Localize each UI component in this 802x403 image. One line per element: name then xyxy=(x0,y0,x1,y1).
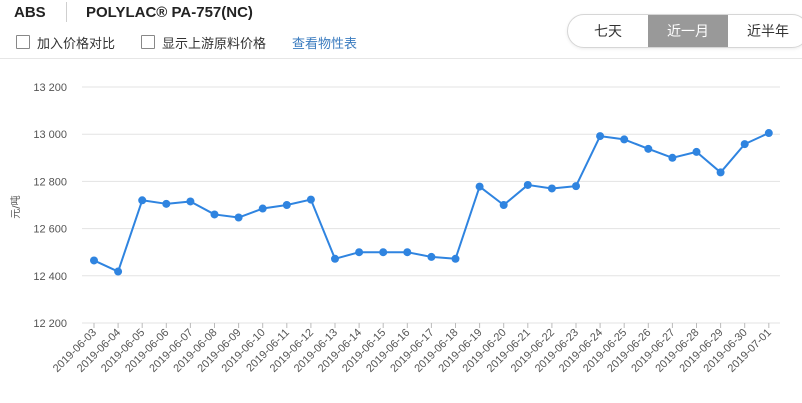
data-point[interactable] xyxy=(692,147,701,156)
data-point[interactable] xyxy=(162,199,171,208)
data-point[interactable] xyxy=(258,204,267,213)
y-tick-label: 12 400 xyxy=(33,271,67,283)
y-tick-label: 13 200 xyxy=(33,82,67,94)
title-divider xyxy=(66,2,67,22)
data-point[interactable] xyxy=(186,197,195,206)
view-properties-link[interactable]: 查看物性表 xyxy=(292,35,358,51)
option-row: 加入价格对比 显示上游原料价格 查看物性表 xyxy=(16,33,357,51)
data-point[interactable] xyxy=(475,182,484,191)
category-label: ABS xyxy=(14,4,46,21)
y-tick-label: 13 000 xyxy=(33,129,67,141)
price-compare-label: 加入价格对比 xyxy=(37,35,116,51)
upstream-price-label: 显示上游原料价格 xyxy=(162,35,267,51)
data-point[interactable] xyxy=(114,267,123,276)
data-point[interactable] xyxy=(644,144,653,153)
y-tick-label: 12 600 xyxy=(33,224,67,236)
price-compare-checkbox[interactable] xyxy=(16,35,30,49)
data-point[interactable] xyxy=(451,254,460,263)
data-point[interactable] xyxy=(572,182,580,191)
data-point[interactable] xyxy=(355,248,364,257)
data-point[interactable] xyxy=(90,256,98,265)
data-point[interactable] xyxy=(210,210,219,219)
data-point[interactable] xyxy=(547,184,556,193)
data-point[interactable] xyxy=(427,252,436,261)
price-series-line xyxy=(93,132,770,273)
data-point[interactable] xyxy=(379,248,388,257)
data-point[interactable] xyxy=(596,132,605,141)
data-point[interactable] xyxy=(523,180,532,189)
y-tick-label: 12 200 xyxy=(33,318,67,330)
upstream-price-checkbox[interactable] xyxy=(141,35,156,49)
y-axis-label: 元/吨 xyxy=(9,195,22,218)
data-point[interactable] xyxy=(716,168,725,177)
data-point[interactable] xyxy=(668,153,677,162)
data-point[interactable] xyxy=(499,201,508,209)
product-title: POLYLAC® PA-757(NC) xyxy=(86,4,253,21)
data-point[interactable] xyxy=(620,135,629,144)
data-point[interactable] xyxy=(282,201,291,209)
data-point[interactable] xyxy=(740,140,749,149)
data-point[interactable] xyxy=(331,254,339,263)
data-point[interactable] xyxy=(306,195,315,204)
time-range-toggle: 七天 近一月 近半年 xyxy=(567,14,802,48)
chart-header: ABS POLYLAC® PA-757(NC) 加入价格对比 显示上游原料价格 … xyxy=(0,0,802,59)
price-compare-option[interactable]: 加入价格对比 xyxy=(16,33,115,52)
data-point[interactable] xyxy=(138,196,147,205)
y-tick-label: 12 800 xyxy=(33,176,67,188)
data-point[interactable] xyxy=(234,213,243,222)
range-tab-7-days[interactable]: 七天 xyxy=(594,23,622,39)
data-point[interactable] xyxy=(764,129,773,138)
data-point[interactable] xyxy=(403,248,412,257)
range-tab-1-month[interactable]: 近一月 xyxy=(648,15,728,47)
upstream-price-option[interactable]: 显示上游原料价格 xyxy=(141,33,266,52)
range-tab-6-months[interactable]: 近半年 xyxy=(747,23,789,39)
